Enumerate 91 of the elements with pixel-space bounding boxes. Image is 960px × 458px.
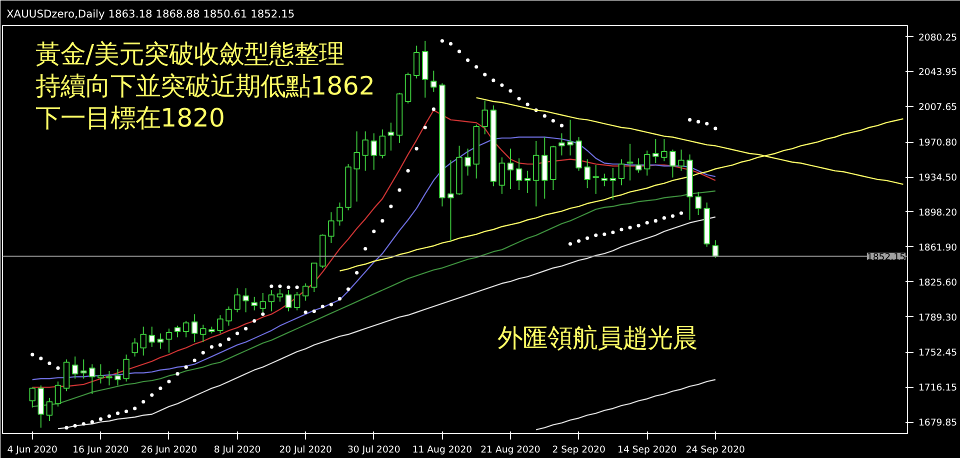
y-tick-label: 1934.50 (918, 172, 958, 184)
candlestick (652, 138, 659, 164)
candlestick (72, 356, 78, 380)
candlestick (524, 170, 531, 194)
x-tick-label: 14 Sep 2020 (618, 444, 677, 456)
candlestick (661, 138, 668, 162)
candlestick (482, 100, 488, 135)
y-tick-label: 1970.80 (918, 138, 958, 149)
candlestick (601, 173, 608, 187)
candlestick (29, 386, 36, 408)
candlestick (98, 364, 104, 384)
x-tick-label: 16 Jun 2020 (72, 444, 129, 456)
candlestick (132, 338, 138, 358)
candlestick (567, 119, 574, 156)
y-tick-label: 1825.60 (918, 277, 958, 288)
x-tick-label: 11 Aug 2020 (412, 444, 472, 456)
candlestick (618, 158, 625, 186)
y-tick-label: 1789.30 (918, 312, 958, 324)
candlestick (584, 158, 590, 189)
x-tick-label: 4 Jun 2020 (7, 444, 58, 456)
candlestick (610, 167, 616, 200)
candlestick (166, 328, 172, 354)
candlestick (242, 288, 249, 313)
x-tick-label: 21 Aug 2020 (480, 444, 540, 456)
candlestick (670, 149, 676, 178)
candlestick (226, 306, 232, 326)
candlestick (294, 292, 300, 311)
candlestick (251, 296, 258, 311)
candlestick (302, 282, 309, 302)
x-tick-label: 2 Sep 2020 (552, 444, 606, 456)
candlestick (336, 202, 343, 226)
candlestick (370, 132, 378, 170)
x-tick-label: 26 Jun 2020 (140, 444, 198, 456)
candlestick (379, 128, 386, 159)
candlestick (626, 143, 634, 181)
ref-line-label: 1852.15 (866, 252, 906, 263)
y-tick-label: 1898.20 (918, 207, 958, 218)
candlestick (678, 149, 684, 172)
candlestick (200, 324, 206, 343)
x-tick-label: 20 Jul 2020 (279, 444, 332, 456)
candlestick (635, 158, 642, 174)
line-series (536, 379, 716, 430)
candlestick (148, 326, 156, 348)
candlestick (234, 288, 240, 313)
y-tick-label: 1861.90 (918, 242, 958, 254)
candlestick (558, 132, 565, 156)
candlestick (328, 212, 334, 244)
candlestick (507, 148, 514, 190)
y-tick-label: 2043.95 (918, 67, 958, 78)
candlestick (592, 164, 600, 194)
candlestick (354, 130, 360, 202)
candlestick (712, 240, 719, 258)
candlestick (285, 290, 292, 312)
candlestick (695, 191, 702, 216)
y-tick-label: 2007.65 (918, 102, 958, 114)
candlestick (89, 364, 96, 395)
candlestick (362, 130, 368, 172)
annotation: 外匯領航員趙光晨 (498, 322, 698, 352)
candlestick (217, 314, 224, 334)
x-tick-label: 24 Sep 2020 (686, 444, 746, 456)
line-series (57, 216, 716, 430)
x-tick-label: 30 Jul 2020 (347, 444, 400, 456)
candlestick (140, 326, 147, 356)
candlestick (276, 288, 284, 302)
y-tick-label: 1752.45 (918, 348, 958, 359)
x-tick-label: 8 Jul 2020 (214, 444, 261, 456)
candlestick (268, 290, 275, 312)
candlestick (498, 156, 506, 194)
candlestick (46, 397, 53, 422)
y-tick-label: 2080.25 (918, 32, 958, 44)
annotation: 持續向下並突破近期低點1862 (36, 70, 375, 100)
annotation: 下一目標在1820 (36, 102, 225, 132)
candlestick (80, 358, 87, 380)
candlestick (644, 150, 650, 176)
candlestick (448, 160, 454, 242)
candlestick (464, 148, 471, 176)
candlestick (182, 320, 190, 338)
y-tick-label: 1679.85 (918, 418, 958, 429)
candlestick (191, 314, 198, 343)
annotation: 黃金/美元突破收斂型態整理 (36, 38, 344, 68)
chart-title: XAUUSDzero,Daily 1863.18 1868.88 1850.61 1852.15 (6, 8, 295, 20)
y-tick-label: 1716.15 (918, 382, 958, 394)
candlestick (54, 381, 62, 408)
candlestick (430, 70, 437, 92)
candlestick (123, 354, 130, 382)
candlestick (174, 325, 181, 338)
candlestick (114, 368, 121, 386)
candlestick (413, 45, 420, 79)
candlestick (106, 370, 112, 386)
candlestick (516, 158, 522, 191)
candlestick (157, 332, 164, 350)
